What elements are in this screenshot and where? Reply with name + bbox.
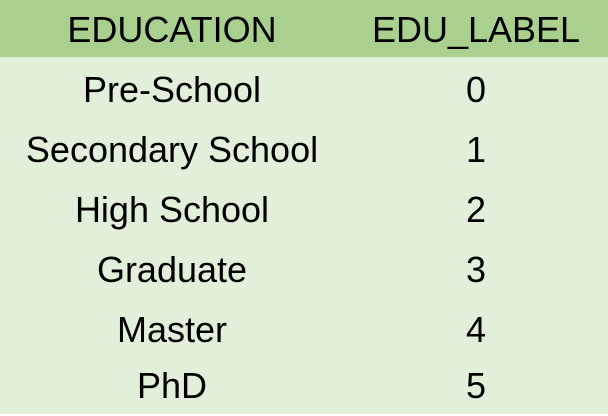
table-body [0, 57, 608, 414]
column-header-education: EDUCATION [67, 9, 277, 50]
cell-edu-label: 0 [465, 69, 487, 110]
cell-edu-label: 3 [465, 249, 487, 290]
cell-education: Secondary School [25, 129, 319, 170]
cell-education: Master [116, 309, 228, 350]
cell-education: PhD [136, 365, 208, 406]
cell-education: Pre-School [82, 69, 262, 110]
cell-edu-label: 1 [465, 129, 487, 170]
cell-edu-label: 5 [465, 365, 487, 406]
cell-education: High School [74, 189, 270, 230]
table-header-row [0, 0, 608, 57]
column-header-edu-label: EDU_LABEL [371, 9, 581, 50]
cell-edu-label: 2 [465, 189, 487, 230]
cell-edu-label: 4 [465, 309, 487, 350]
cell-education: Graduate [96, 249, 248, 290]
